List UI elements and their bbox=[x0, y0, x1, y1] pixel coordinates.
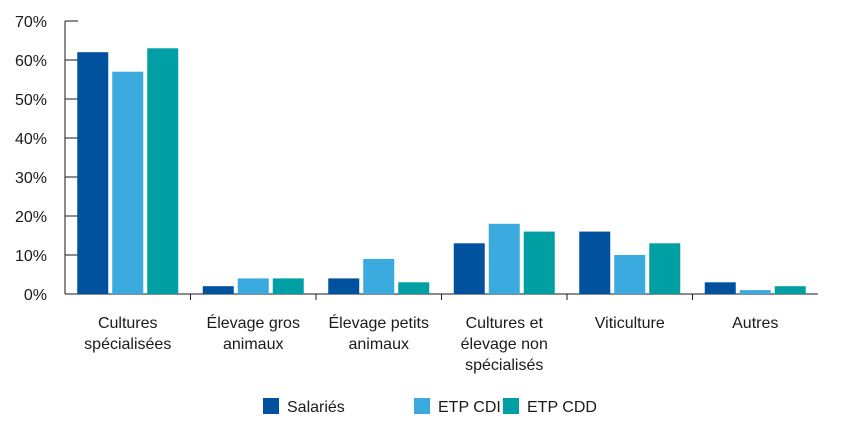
bar bbox=[774, 286, 806, 294]
legend-swatch bbox=[503, 398, 519, 414]
category-label: Autres bbox=[732, 315, 778, 332]
bar bbox=[453, 243, 485, 294]
bar bbox=[523, 231, 555, 294]
legend-label: ETP CDI bbox=[438, 399, 501, 416]
bar bbox=[649, 243, 681, 294]
category-label: Élevage petits animaux bbox=[328, 313, 429, 353]
bar bbox=[363, 258, 395, 294]
legend-swatch bbox=[263, 398, 279, 414]
bar bbox=[77, 52, 109, 295]
legend-label: ETP CDD bbox=[527, 399, 597, 416]
bar bbox=[237, 278, 269, 294]
y-tick-label: 20% bbox=[15, 209, 47, 226]
y-tick-label: 50% bbox=[15, 92, 47, 109]
bar bbox=[488, 223, 520, 294]
y-tick-label: 70% bbox=[15, 14, 47, 31]
y-tick-label: 60% bbox=[15, 53, 47, 70]
category-label: Cultures spécialisées bbox=[84, 315, 171, 353]
bar bbox=[398, 282, 430, 294]
bar bbox=[272, 278, 304, 294]
bar bbox=[739, 290, 771, 294]
category-label: Cultures et élevage non spécialisés bbox=[461, 315, 548, 374]
y-tick-label: 10% bbox=[15, 248, 47, 265]
bar bbox=[202, 286, 234, 294]
y-tick-label: 30% bbox=[15, 170, 47, 187]
chart-axes: 0% 10% 20% 30% 40% 50% 60% 70% bbox=[15, 14, 818, 304]
bar bbox=[147, 48, 179, 294]
bar bbox=[112, 71, 144, 294]
legend-swatch bbox=[414, 398, 430, 414]
y-tick-label: 40% bbox=[15, 131, 47, 148]
category-label: Viticulture bbox=[595, 315, 665, 332]
chart-legend: Salariés ETP CDI ETP CDD bbox=[263, 398, 597, 416]
chart-labels: Cultures spécialisées Élevage gros animaux É… bbox=[84, 313, 778, 374]
y-tick-label: 0% bbox=[24, 287, 47, 304]
bar bbox=[704, 282, 736, 294]
bar bbox=[328, 278, 360, 294]
category-label: Élevage gros animaux bbox=[207, 313, 300, 353]
chart-bars bbox=[77, 48, 806, 295]
bar bbox=[614, 255, 646, 294]
legend-label: Salariés bbox=[287, 399, 345, 416]
bar bbox=[579, 231, 611, 294]
